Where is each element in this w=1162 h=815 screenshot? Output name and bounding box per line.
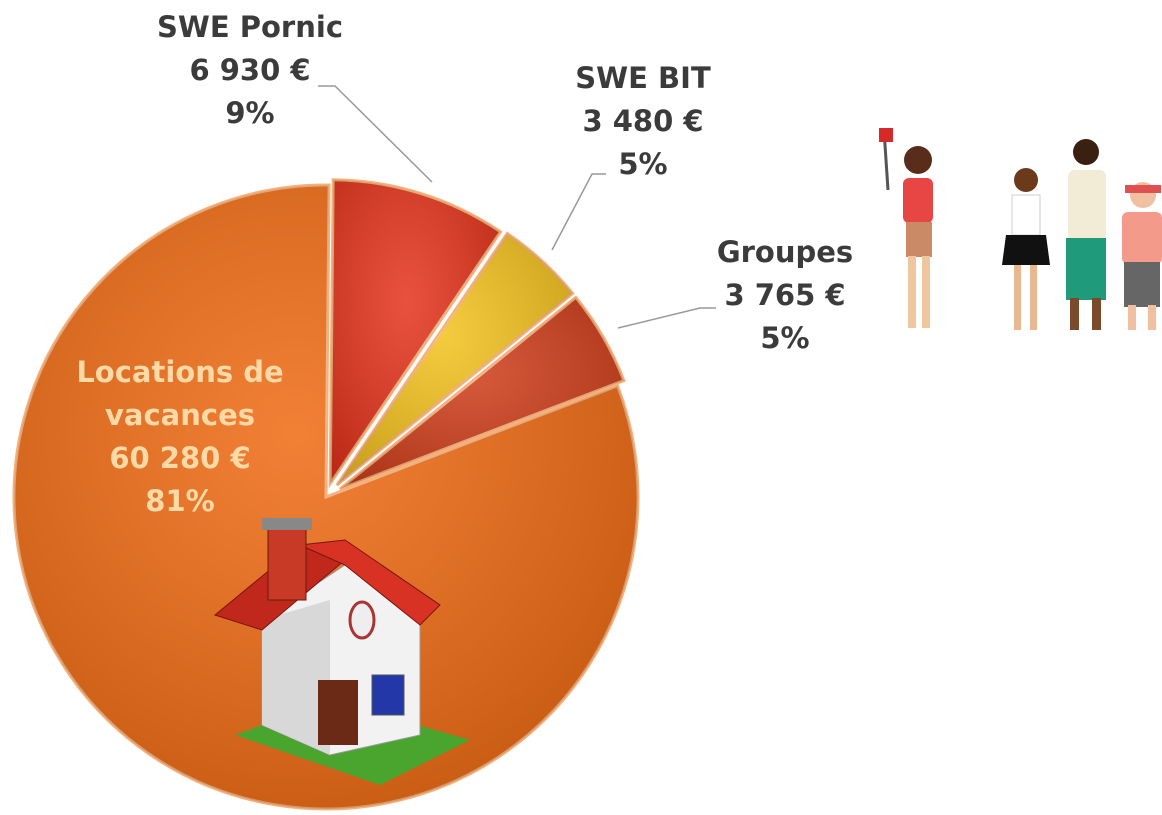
category-label: SWE Pornic	[120, 6, 380, 49]
percent-label: 5%	[655, 317, 915, 360]
percent-label: 5%	[513, 143, 773, 186]
value-label: 3 480 €	[513, 100, 773, 143]
value-label: 3 765 €	[655, 274, 915, 317]
people-illustration	[879, 128, 1162, 330]
page: SWE Pornic6 930 €9%SWE BIT3 480 €5%Group…	[0, 0, 1162, 815]
category-label: SWE BIT	[513, 57, 773, 100]
value-label: 6 930 €	[120, 49, 380, 92]
value-label: 60 280 €	[55, 437, 305, 480]
percent-label: 9%	[120, 92, 380, 135]
percent-label: 81%	[55, 480, 305, 523]
category-label: Locations de vacances	[55, 351, 305, 437]
category-label: Groupes	[655, 231, 915, 274]
